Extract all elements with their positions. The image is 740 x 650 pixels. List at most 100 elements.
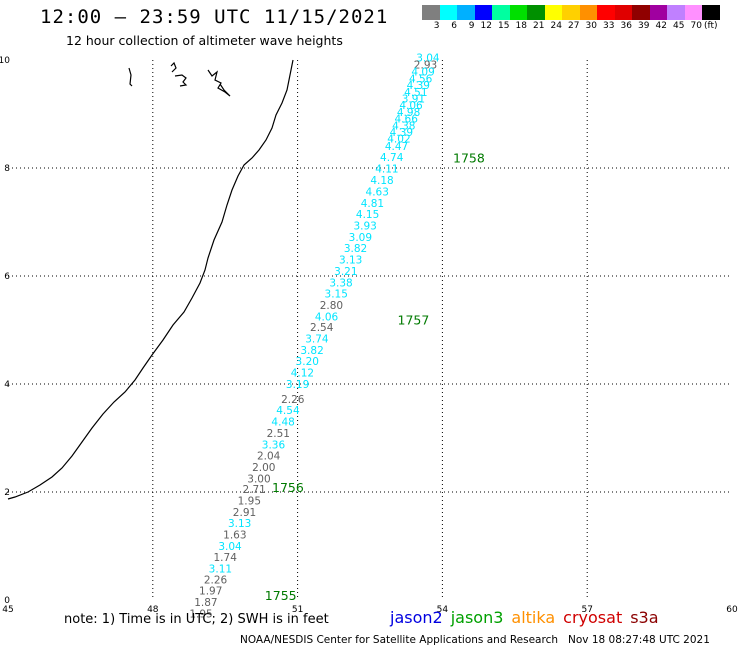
swh-value: 2.93: [414, 60, 437, 72]
swh-value: 4.39: [390, 127, 413, 139]
legend-label: 21: [533, 21, 545, 31]
swh-value: 4.15: [356, 209, 379, 221]
legend-label: 42: [655, 21, 667, 31]
pass-time-label: 1757: [398, 313, 430, 328]
footer-org: NOAA/NESDIS Center for Satellite Applica…: [240, 634, 558, 646]
legend-swatch: [562, 5, 580, 20]
swh-value: 3.82: [344, 243, 367, 255]
pass-time-label: 1755: [265, 588, 297, 603]
swh-value: 4.48: [271, 417, 294, 429]
x-tick-label: 48: [147, 605, 159, 615]
swh-value: 3.13: [339, 255, 362, 267]
swh-value: 4.51: [404, 87, 427, 99]
footnote: note: 1) Time is in UTC; 2) SWH is in fe…: [64, 612, 329, 627]
swh-value: 1.63: [223, 529, 246, 541]
legend-swatch: [702, 5, 720, 20]
swh-value: 3.74: [305, 333, 329, 345]
swh-value: 1.95: [189, 608, 212, 620]
pass-time-labels: 1758 1757 1756 1755: [265, 151, 485, 603]
legend-label: 30: [585, 21, 597, 31]
swh-labels: 3.042.934.094.564.394.513.914.064.984.66…: [189, 53, 440, 621]
swh-value: 2.54: [310, 322, 334, 334]
swh-value: 4.47: [385, 141, 408, 153]
y-tick-label: 10: [0, 56, 10, 66]
swh-value: 4.12: [291, 367, 314, 379]
swh-value: 2.80: [320, 300, 343, 312]
legend-swatch: [579, 5, 597, 20]
pass-time-label: 1756: [272, 480, 304, 495]
x-tick-label: 54: [437, 605, 449, 615]
island-1: [128, 67, 133, 87]
swh-value: 4.66: [395, 114, 419, 126]
legend-label: 33: [603, 21, 615, 31]
swh-value: 4.54: [276, 405, 300, 417]
legend-unit: (ft): [704, 21, 718, 31]
coastline: [7, 59, 294, 500]
swh-value: 2.00: [252, 462, 275, 474]
swh-value: 3.11: [209, 563, 232, 575]
legend-swatch: [439, 5, 457, 20]
legend-label: 6: [451, 21, 457, 31]
legend-label: 24: [550, 21, 562, 31]
y-tick-label: 4: [4, 380, 10, 390]
pass-time-label: 1758: [453, 151, 485, 166]
legend-label: 18: [515, 21, 527, 31]
legend-label: 45: [673, 21, 685, 31]
swh-value: 3.15: [325, 289, 348, 301]
island-2: [170, 61, 188, 87]
satellite-legend-cryosat: cryosat: [563, 608, 623, 627]
swh-value: 1.87: [194, 597, 217, 609]
satellite-legend: jason2 jason3 altika cryosat s3a: [390, 608, 667, 627]
swh-value: 4.63: [366, 187, 389, 199]
swh-value: 2.26: [204, 574, 228, 586]
swh-value: 3.36: [262, 439, 286, 451]
y-tick-label: 0: [4, 596, 10, 606]
swh-value: 3.19: [286, 379, 309, 391]
color-legend: [422, 5, 720, 20]
legend-swatch: [509, 5, 527, 20]
legend-swatch: [649, 5, 667, 20]
legend-swatch: [667, 5, 685, 20]
swh-value: 2.26: [281, 394, 305, 406]
swh-value: 2.51: [267, 428, 290, 440]
x-tick-label: 60: [726, 605, 738, 615]
swh-value: 4.74: [380, 152, 404, 164]
swh-value: 3.09: [349, 232, 372, 244]
swh-value: 3.91: [402, 94, 425, 106]
swh-value: 4.11: [375, 163, 398, 175]
legend-swatch: [527, 5, 545, 20]
x-tick-label: 51: [292, 605, 303, 615]
y-tick-label: 6: [4, 272, 10, 282]
swh-value: 2.91: [233, 507, 256, 519]
legend-swatch: [544, 5, 562, 20]
swh-value: 1.97: [199, 586, 222, 598]
y-tick-label: 8: [4, 164, 10, 174]
legend-swatch: [597, 5, 615, 20]
swh-value: 1.74: [214, 552, 238, 564]
legend-swatch: [614, 5, 632, 20]
swh-value: 3.82: [300, 345, 323, 357]
swh-value: 4.39: [407, 80, 430, 92]
satellite-legend-jason2: jason2: [390, 608, 443, 627]
footer: NOAA/NESDIS Center for Satellite Applica…: [240, 634, 710, 646]
legend-label: 15: [498, 21, 510, 31]
legend-label: 70: [690, 21, 702, 31]
legend-label: 27: [568, 21, 580, 31]
swh-value: 3.38: [329, 277, 352, 289]
x-tick-label: 57: [581, 605, 592, 615]
island-3: [207, 69, 231, 97]
footer-timestamp: Nov 18 08:27:48 UTC 2021: [568, 634, 710, 646]
legend-swatch: [422, 5, 440, 20]
y-tick-label: 2: [4, 488, 10, 498]
legend-swatch: [474, 5, 492, 20]
swh-value: 4.38: [392, 121, 415, 133]
swh-value: 4.81: [361, 198, 384, 210]
legend-swatch: [492, 5, 510, 20]
satellite-legend-altika: altika: [511, 608, 556, 627]
legend-swatch: [632, 5, 650, 20]
legend-label: 3: [433, 21, 440, 31]
swh-value: 3.04: [218, 541, 242, 553]
legend-label: 9: [468, 21, 475, 31]
swh-value: 3.20: [296, 356, 319, 368]
